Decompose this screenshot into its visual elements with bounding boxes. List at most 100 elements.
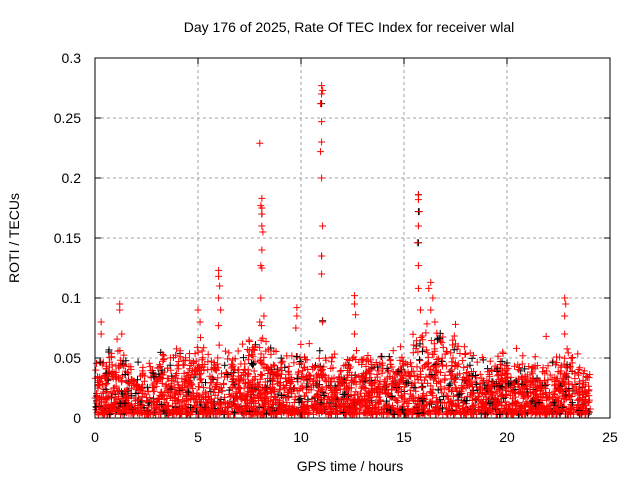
data-point <box>517 375 525 383</box>
data-point <box>582 373 590 381</box>
data-point <box>113 335 121 343</box>
data-point <box>292 324 300 332</box>
data-point <box>479 398 487 406</box>
data-point <box>373 410 381 418</box>
data-point <box>402 380 410 388</box>
data-point <box>179 361 187 369</box>
data-point <box>423 320 431 328</box>
data-point <box>293 374 301 382</box>
data-point <box>265 346 273 354</box>
data-point <box>261 384 269 392</box>
data-point <box>122 400 130 408</box>
data-point <box>102 379 110 387</box>
data-point <box>314 370 322 378</box>
data-point <box>310 364 318 372</box>
data-point <box>499 348 507 356</box>
data-point <box>545 388 553 396</box>
data-point <box>554 368 562 376</box>
data-point <box>550 399 558 407</box>
data-point <box>554 397 562 405</box>
data-point <box>450 346 458 354</box>
data-point <box>342 410 350 418</box>
data-point <box>538 409 546 417</box>
data-point <box>462 350 470 358</box>
data-point <box>104 376 112 384</box>
data-point <box>524 393 532 401</box>
data-point <box>287 410 295 418</box>
data-point <box>122 357 130 365</box>
data-point <box>476 370 484 378</box>
data-point <box>438 361 446 369</box>
y-tick-label: 0.3 <box>62 50 82 66</box>
data-point <box>128 392 136 400</box>
data-point <box>586 405 594 413</box>
data-point <box>499 377 507 385</box>
data-point <box>441 350 449 358</box>
data-point <box>356 406 364 414</box>
data-point <box>388 385 396 393</box>
data-point <box>150 397 158 405</box>
data-point <box>258 194 266 202</box>
data-point <box>514 399 522 407</box>
data-point <box>171 400 179 408</box>
data-point <box>142 410 150 418</box>
data-point <box>343 373 351 381</box>
data-point <box>295 386 303 394</box>
data-point <box>568 367 576 375</box>
data-point <box>135 396 143 404</box>
data-point <box>352 311 360 319</box>
data-point <box>543 367 551 375</box>
data-point <box>159 350 167 358</box>
data-point <box>533 390 541 398</box>
data-point <box>361 403 369 411</box>
data-point <box>439 343 447 351</box>
data-point <box>559 407 567 415</box>
data-point <box>207 379 215 387</box>
data-point <box>257 294 265 302</box>
data-point <box>257 322 265 330</box>
data-point <box>358 383 366 391</box>
data-point <box>486 357 494 365</box>
data-point <box>134 399 142 407</box>
data-point <box>409 392 417 400</box>
data-point <box>432 368 440 376</box>
data-point <box>307 372 315 380</box>
data-point <box>396 356 404 364</box>
data-point <box>200 366 208 374</box>
data-point <box>196 334 204 342</box>
data-point <box>167 376 175 384</box>
data-point <box>116 300 124 308</box>
data-point <box>118 330 126 338</box>
data-point <box>429 294 437 302</box>
data-point <box>269 361 277 369</box>
data-point <box>158 400 166 408</box>
data-point <box>102 408 110 416</box>
data-point <box>524 378 532 386</box>
data-point <box>297 395 305 403</box>
data-point <box>349 397 357 405</box>
data-point <box>380 403 388 411</box>
data-point <box>167 385 175 393</box>
data-point <box>300 364 308 372</box>
data-point <box>539 390 547 398</box>
data-point <box>478 354 486 362</box>
data-point <box>261 401 269 409</box>
data-point <box>454 397 462 405</box>
data-point <box>242 392 250 400</box>
data-point <box>501 384 509 392</box>
data-point <box>320 371 328 379</box>
data-point <box>428 397 436 405</box>
data-point <box>428 371 436 379</box>
data-point <box>405 399 413 407</box>
data-point <box>424 363 432 371</box>
data-point <box>458 404 466 412</box>
data-point <box>285 393 293 401</box>
data-point <box>561 354 569 362</box>
data-point <box>508 402 516 410</box>
data-point <box>510 381 518 389</box>
data-point <box>298 359 306 367</box>
data-point <box>225 349 233 357</box>
data-point <box>563 410 571 418</box>
data-point <box>214 354 222 362</box>
data-point <box>92 359 100 367</box>
